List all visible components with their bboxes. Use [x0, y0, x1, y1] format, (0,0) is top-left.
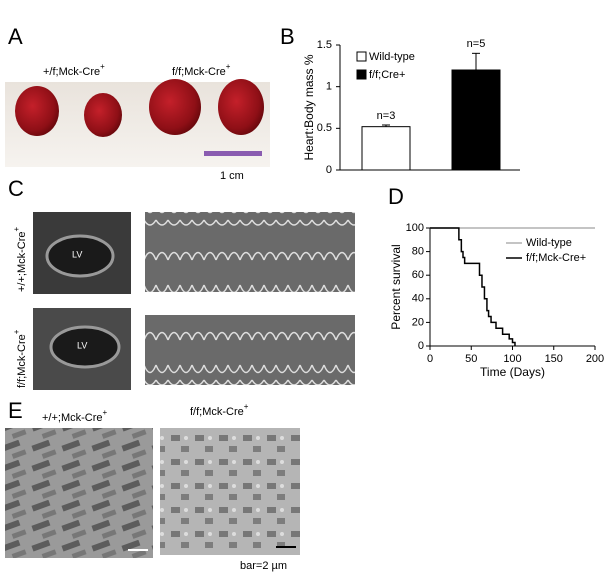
heart: [15, 86, 59, 136]
m-mode-image: [145, 212, 355, 292]
x-tick-label: 150: [545, 353, 563, 365]
panel-letter: D: [388, 184, 404, 209]
heart: [149, 79, 201, 135]
em-image: [5, 428, 153, 558]
y-tick-label: 100: [406, 222, 424, 234]
lv-label: LV: [77, 340, 87, 350]
label: f/f;Mck-Cre: [16, 334, 28, 388]
y-tick-label: 80: [412, 246, 424, 258]
legend-label: Wild-type: [526, 237, 572, 249]
annotation: n=5: [467, 38, 486, 50]
scale-bar: [128, 549, 148, 551]
y-tick-label: 40: [412, 293, 424, 305]
panel-letter: E: [8, 398, 23, 423]
y-tick-label: 1: [326, 81, 332, 93]
scale-label: 1 cm: [220, 170, 244, 182]
y-tick-label: 20: [412, 316, 424, 328]
lv-label: LV: [72, 249, 82, 259]
y-tick-label: 1.5: [317, 39, 332, 51]
panel-letter: A: [8, 24, 23, 49]
genotype-label: +/+;Mck-Cre+: [42, 408, 108, 424]
legend-swatch: [356, 51, 367, 62]
y-tick-label: 0: [418, 340, 424, 352]
y-tick-label: 60: [412, 269, 424, 281]
superscript: +: [12, 329, 21, 334]
y-axis-label: Heart:Body mass %: [302, 54, 316, 160]
superscript: +: [100, 62, 105, 71]
genotype-label: +/f;Mck-Cre+: [43, 62, 105, 78]
survival-line: [430, 227, 516, 346]
annotation: n=3: [377, 110, 396, 122]
legend-swatch: [356, 69, 367, 80]
legend-label: Wild-type: [369, 51, 415, 63]
superscript: +: [244, 402, 249, 411]
bar: [451, 69, 501, 171]
y-tick-label: 0.5: [317, 122, 332, 134]
ventricle: [45, 234, 115, 278]
ventricle: [49, 325, 121, 369]
x-tick-label: 100: [503, 353, 521, 365]
genotype-label: f/f;Mck-Cre+: [172, 62, 231, 78]
heart: [218, 79, 264, 135]
m-mode-image: [145, 315, 355, 385]
superscript: +: [12, 226, 21, 231]
genotype-label: +/+;Mck-Cre+: [12, 226, 28, 292]
legend-label: f/f;Mck-Cre+: [526, 252, 586, 264]
y-axis-label: Percent survival: [389, 244, 403, 329]
panel-letter: C: [8, 176, 24, 201]
label: +/+;Mck-Cre: [42, 412, 103, 424]
x-axis-label: Time (Days): [480, 365, 545, 379]
em-image: [160, 428, 300, 555]
x-tick-label: 200: [586, 353, 604, 365]
x-tick-label: 0: [427, 353, 433, 365]
x-tick-label: 50: [465, 353, 477, 365]
panel-letter: B: [280, 24, 295, 49]
heart: [84, 93, 122, 137]
label: +/f;Mck-Cre: [43, 66, 100, 78]
label: +/+;Mck-Cre: [16, 231, 28, 292]
label: f/f;Mck-Cre: [172, 66, 226, 78]
label: f/f;Mck-Cre: [190, 406, 244, 418]
genotype-label: f/f;Mck-Cre+: [190, 402, 249, 418]
bar: [361, 126, 411, 171]
scale-bar: [276, 546, 296, 548]
scale-bar: [204, 151, 262, 156]
legend-label: f/f;Cre+: [369, 69, 405, 81]
superscript: +: [103, 408, 108, 417]
genotype-label: f/f;Mck-Cre+: [12, 329, 28, 388]
scale-label: bar=2 µm: [240, 560, 287, 572]
y-tick-label: 0: [326, 164, 332, 176]
superscript: +: [226, 62, 231, 71]
